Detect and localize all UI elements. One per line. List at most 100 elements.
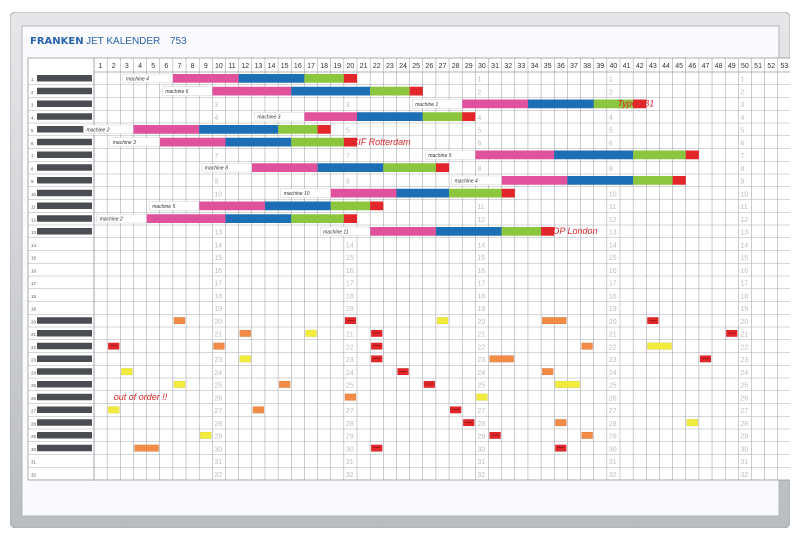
- planning-board-graphic: FRANKEN JET KALENDER 753 1 2 3 4 5 6 7 8 9 10 11 12…: [9, 11, 792, 529]
- job-bar-pink: [475, 150, 555, 160]
- label-strip: [37, 444, 92, 452]
- marker-orange: [555, 419, 567, 427]
- label-column-box: [27, 57, 95, 481]
- magnetic-markers: [107, 317, 738, 452]
- job-bar-green: [304, 74, 344, 83]
- faint-row-number: 17: [477, 281, 485, 288]
- marker-orange: [489, 355, 514, 363]
- label-strip: [37, 164, 92, 171]
- faint-row-number: 22: [346, 344, 354, 351]
- week-number: 13: [254, 63, 262, 70]
- week-number: 33: [517, 63, 525, 70]
- job-bar-blue: [264, 201, 331, 211]
- faint-row-number: 27: [214, 408, 222, 415]
- week-number: 14: [268, 63, 276, 70]
- job-bar-red: [370, 201, 384, 211]
- week-number: 34: [531, 63, 539, 70]
- job-label: machine 4: [126, 76, 149, 82]
- row-number: 22: [31, 345, 37, 350]
- faint-row-number: 15: [609, 255, 617, 262]
- faint-row-number: 22: [609, 344, 617, 351]
- label-strip: [37, 126, 92, 133]
- faint-row-number: 6: [477, 140, 481, 147]
- marker-yellow: [305, 329, 317, 337]
- label-strip: [37, 406, 92, 413]
- faint-row-number: 15: [214, 255, 222, 262]
- row-number: 17: [31, 281, 37, 286]
- faint-row-number: 11: [609, 204, 616, 211]
- job-bar-blue: [317, 163, 384, 172]
- job-bar-green: [278, 125, 318, 134]
- faint-row-number: 14: [477, 242, 485, 249]
- job-label: machine 4: [455, 178, 478, 184]
- faint-row-number: 32: [609, 472, 617, 479]
- job-bar-pink: [330, 188, 397, 198]
- faint-row-number: 24: [346, 370, 354, 377]
- row-number: 28: [31, 421, 37, 426]
- job-bar-pink: [199, 201, 265, 211]
- faint-row-number: 2: [609, 89, 613, 96]
- week-number: 27: [439, 63, 447, 70]
- row-number: 27: [31, 409, 37, 414]
- week-number: 15: [281, 63, 289, 70]
- job-label: machine 5: [428, 153, 451, 159]
- marker-orange: [541, 368, 554, 376]
- label-strip: [37, 138, 92, 146]
- faint-row-number: 22: [740, 344, 748, 351]
- job-bar-pink: [212, 86, 292, 96]
- faint-row-number: 29: [477, 434, 485, 441]
- job-bar-pink: [146, 214, 226, 223]
- faint-row-number: 18: [346, 293, 354, 300]
- label-strip: [37, 189, 92, 197]
- faint-row-number: 19: [346, 306, 354, 313]
- label-strip: [37, 317, 92, 324]
- faint-row-number: 24: [740, 370, 748, 377]
- faint-row-number: 9: [740, 179, 744, 186]
- job-bar-blue: [225, 214, 292, 223]
- faint-row-number: 30: [740, 446, 748, 453]
- label-strip: [37, 202, 92, 209]
- faint-row-number: 30: [609, 446, 617, 453]
- handwritten-note: DDP London: [546, 226, 597, 236]
- job-bar-red: [541, 227, 555, 236]
- week-number: 8: [191, 63, 195, 70]
- faint-row-number: 4: [609, 115, 613, 122]
- faint-row-number: 15: [477, 255, 485, 262]
- faint-row-number: 23: [214, 357, 222, 364]
- faint-row-number: 12: [740, 217, 748, 224]
- job-bar-blue: [291, 86, 371, 96]
- job-bar-blue: [554, 150, 634, 160]
- row-number: 16: [31, 268, 37, 273]
- marker-orange: [173, 317, 186, 325]
- job-bar-blue: [357, 112, 423, 121]
- job-bar-green: [370, 86, 410, 96]
- marker-yellow: [239, 355, 251, 363]
- faint-row-number: 31: [214, 459, 222, 466]
- row-number: 21: [31, 332, 37, 337]
- faint-row-number: 29: [740, 434, 748, 441]
- week-number: 26: [425, 63, 433, 70]
- week-number: 28: [452, 63, 460, 70]
- faint-row-number: 31: [609, 459, 617, 466]
- row-number: 9: [31, 179, 34, 184]
- faint-row-number: 19: [477, 306, 485, 313]
- label-strip: [37, 177, 92, 184]
- week-number: 20: [347, 63, 355, 70]
- week-number: 37: [570, 63, 578, 70]
- faint-row-number: 21: [214, 332, 222, 339]
- week-number: 49: [728, 63, 736, 70]
- job-bar-blue: [396, 188, 450, 198]
- faint-row-number: 27: [346, 408, 354, 415]
- faint-row-number: 17: [214, 281, 222, 288]
- faint-row-number: 21: [609, 332, 617, 339]
- label-strip: [37, 100, 92, 107]
- faint-row-number: 14: [740, 242, 748, 249]
- week-number: 9: [204, 63, 208, 70]
- faint-row-number: 26: [740, 395, 748, 402]
- faint-row-number: 29: [214, 434, 222, 441]
- label-strip: [37, 228, 92, 235]
- row-number: 5: [31, 128, 34, 133]
- faint-row-number: 25: [477, 383, 485, 390]
- faint-row-number: 5: [609, 128, 613, 135]
- job-bar-red: [409, 86, 423, 96]
